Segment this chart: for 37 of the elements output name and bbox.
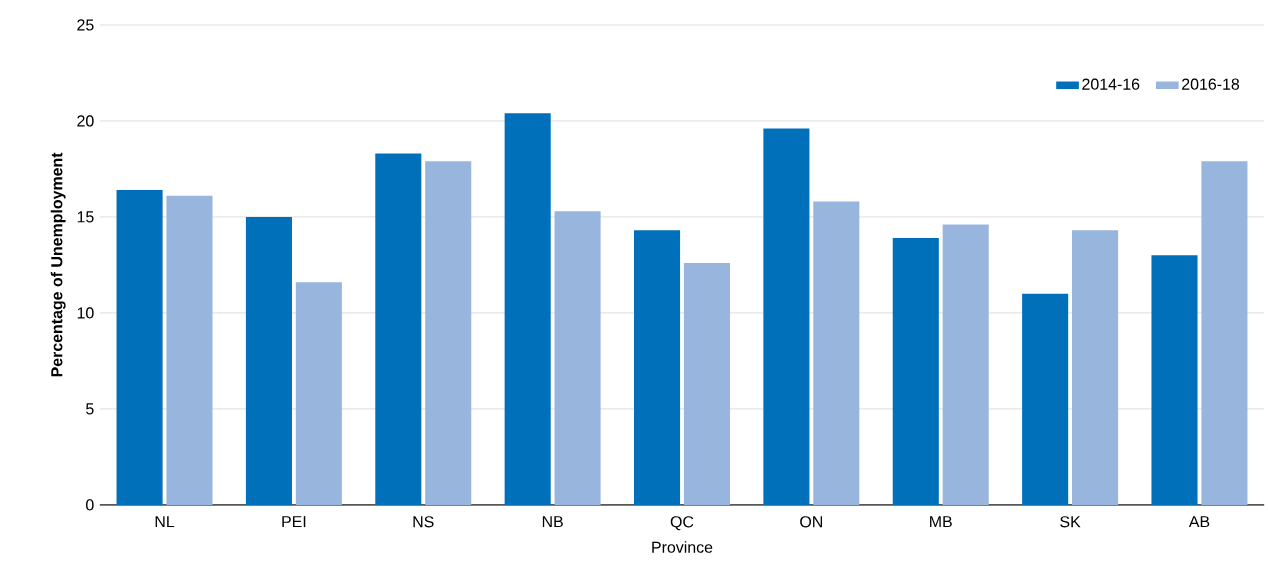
bar: [1201, 161, 1248, 505]
y-tick-label: 20: [77, 115, 94, 127]
bar: [166, 195, 213, 505]
bar: [295, 282, 342, 505]
y-tick-label: 5: [86, 403, 94, 415]
bar: [942, 224, 989, 505]
bar: [813, 201, 860, 505]
bar: [504, 113, 551, 505]
x-tick-label: SK: [1060, 516, 1081, 528]
bar: [375, 153, 422, 505]
x-tick-label: ON: [800, 516, 823, 528]
bar: [425, 161, 472, 505]
bar: [1072, 230, 1119, 505]
legend-label: 2016-18: [1182, 78, 1240, 90]
bar: [634, 230, 681, 505]
y-tick-label: 10: [77, 307, 94, 319]
bar: [1022, 293, 1069, 505]
x-tick-label: NB: [542, 516, 563, 528]
x-axis-title: Province: [652, 541, 713, 553]
y-tick-label: 0: [86, 499, 94, 511]
x-tick-label: QC: [670, 516, 694, 531]
bar: [245, 216, 292, 505]
x-tick-label: NL: [155, 516, 175, 528]
y-tick-label: 25: [77, 19, 94, 31]
y-axis-title: Percentage of Unemployment: [50, 152, 66, 377]
legend-label: 2014-16: [1082, 78, 1140, 90]
bar: [683, 263, 730, 505]
bar: [554, 211, 601, 505]
x-tick-label: AB: [1188, 516, 1210, 528]
bar: [763, 128, 810, 505]
x-tick-label: NS: [413, 516, 434, 528]
x-tick-label: PEI: [282, 516, 306, 528]
y-tick-label: 15: [77, 211, 94, 223]
bar: [116, 190, 163, 505]
x-tick-label: MB: [930, 516, 952, 528]
bar: [892, 238, 939, 505]
bar: [1151, 255, 1198, 505]
